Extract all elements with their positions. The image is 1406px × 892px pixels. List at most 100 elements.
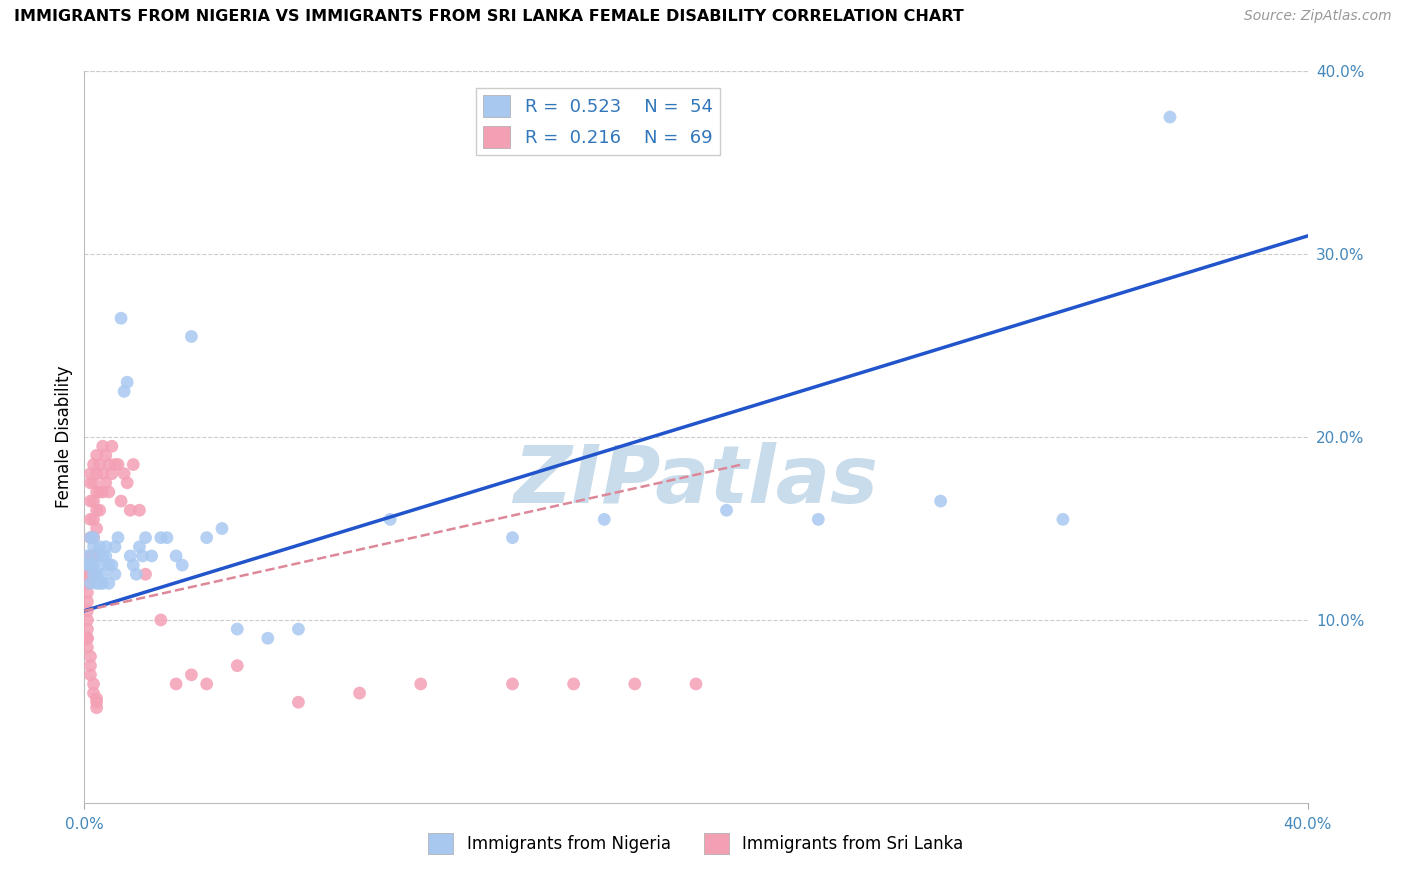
Point — [593, 512, 616, 526]
Point — [122, 458, 145, 472]
Point — [79, 667, 101, 681]
Point — [104, 540, 127, 554]
Point — [287, 695, 309, 709]
Point — [135, 531, 157, 545]
Point — [91, 439, 114, 453]
Point — [211, 521, 233, 535]
Point — [86, 449, 108, 463]
Point — [112, 467, 135, 481]
Point — [122, 558, 145, 573]
Point — [89, 576, 111, 591]
Point — [94, 540, 117, 554]
Point — [76, 632, 98, 646]
Point — [79, 658, 101, 673]
Point — [97, 558, 120, 573]
Point — [79, 549, 101, 563]
Point — [76, 632, 98, 646]
Point — [120, 549, 142, 563]
Point — [180, 667, 202, 681]
Text: ZIPatlas: ZIPatlas — [513, 442, 879, 520]
Legend: Immigrants from Nigeria, Immigrants from Sri Lanka: Immigrants from Nigeria, Immigrants from… — [422, 827, 970, 860]
Y-axis label: Female Disability: Female Disability — [55, 366, 73, 508]
Point — [115, 475, 138, 490]
Point — [83, 531, 105, 545]
Point — [107, 531, 129, 545]
Point — [502, 677, 524, 691]
Point — [91, 485, 114, 500]
Point — [86, 576, 108, 591]
Point — [83, 475, 105, 490]
Point — [79, 494, 101, 508]
Point — [107, 458, 129, 472]
Point — [89, 503, 111, 517]
Point — [76, 549, 98, 563]
Point — [716, 503, 738, 517]
Point — [141, 549, 163, 563]
Point — [149, 531, 172, 545]
Point — [86, 567, 108, 582]
Point — [97, 485, 120, 500]
Point — [120, 503, 142, 517]
Point — [83, 549, 105, 563]
Point — [94, 549, 117, 563]
Point — [86, 467, 108, 481]
Point — [104, 567, 127, 582]
Point — [76, 567, 98, 582]
Point — [76, 604, 98, 618]
Point — [91, 567, 114, 582]
Point — [83, 677, 105, 691]
Point — [86, 700, 108, 714]
Point — [86, 691, 108, 706]
Point — [91, 549, 114, 563]
Point — [86, 549, 108, 563]
Point — [83, 512, 105, 526]
Point — [79, 558, 101, 573]
Point — [89, 540, 111, 554]
Point — [156, 531, 179, 545]
Point — [165, 677, 187, 691]
Point — [257, 632, 280, 646]
Point — [86, 503, 108, 517]
Point — [79, 531, 101, 545]
Point — [101, 467, 124, 481]
Point — [131, 549, 153, 563]
Point — [79, 512, 101, 526]
Point — [128, 540, 150, 554]
Point — [89, 558, 111, 573]
Point — [562, 677, 585, 691]
Point — [110, 311, 132, 326]
Text: IMMIGRANTS FROM NIGERIA VS IMMIGRANTS FROM SRI LANKA FEMALE DISABILITY CORRELATI: IMMIGRANTS FROM NIGERIA VS IMMIGRANTS FR… — [14, 9, 963, 24]
Point — [79, 475, 101, 490]
Point — [83, 494, 105, 508]
Point — [929, 494, 952, 508]
Point — [128, 503, 150, 517]
Point — [79, 467, 101, 481]
Point — [409, 677, 432, 691]
Point — [104, 458, 127, 472]
Point — [91, 576, 114, 591]
Point — [624, 677, 647, 691]
Point — [86, 485, 108, 500]
Point — [287, 622, 309, 636]
Point — [89, 458, 111, 472]
Point — [86, 521, 108, 535]
Point — [685, 677, 707, 691]
Point — [1159, 110, 1181, 124]
Point — [349, 686, 371, 700]
Point — [1052, 512, 1074, 526]
Point — [149, 613, 172, 627]
Point — [502, 531, 524, 545]
Point — [180, 329, 202, 343]
Point — [195, 531, 218, 545]
Point — [101, 439, 124, 453]
Point — [83, 540, 105, 554]
Point — [112, 384, 135, 399]
Point — [226, 622, 249, 636]
Point — [115, 376, 138, 390]
Point — [79, 567, 101, 582]
Point — [97, 576, 120, 591]
Point — [76, 613, 98, 627]
Point — [807, 512, 830, 526]
Point — [172, 558, 194, 573]
Point — [110, 494, 132, 508]
